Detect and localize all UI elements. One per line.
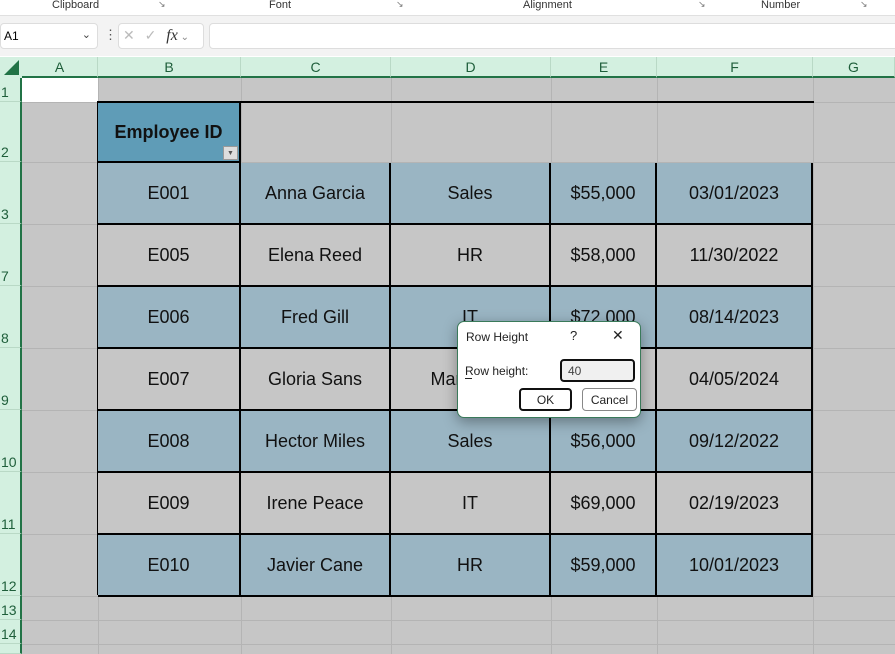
table-cell[interactable]: HR xyxy=(391,535,551,597)
table-cell[interactable]: E005 xyxy=(98,225,241,287)
table-cell[interactable]: 02/19/2023 xyxy=(657,473,813,535)
table-cell[interactable]: Hector Miles xyxy=(241,411,391,473)
more-options-icon[interactable]: ⋮ xyxy=(104,27,117,42)
row-header[interactable]: 14 xyxy=(0,620,22,644)
table-cell[interactable]: $58,000 xyxy=(551,225,657,287)
table-cell[interactable]: Fred Gill xyxy=(241,287,391,349)
table-cell[interactable]: IT xyxy=(391,473,551,535)
close-icon[interactable]: ✕ xyxy=(612,327,624,343)
table-cell[interactable]: Javier Cane xyxy=(241,535,391,597)
gridline xyxy=(22,620,895,621)
dialog-launcher-icon[interactable]: ↘ xyxy=(698,0,706,9)
table-cell[interactable]: E001 xyxy=(98,163,241,225)
employee-table: Employee ID▼Name▼Department▼Salary▼Start… xyxy=(97,101,814,597)
table-cell[interactable]: 10/01/2023 xyxy=(657,535,813,597)
name-box[interactable]: A1 ⌄ xyxy=(0,23,98,49)
table-cell[interactable]: $59,000 xyxy=(551,535,657,597)
table-cell[interactable]: HR xyxy=(391,225,551,287)
select-all-button[interactable] xyxy=(0,57,22,78)
dialog-launcher-icon[interactable]: ↘ xyxy=(396,0,404,9)
header-label: Employee ID xyxy=(114,121,223,142)
ribbon-group-alignment: Alignment xyxy=(523,0,572,11)
column-header-f[interactable]: F xyxy=(657,57,813,78)
table-cell[interactable]: 03/01/2023 xyxy=(657,163,813,225)
cancel-icon[interactable]: ✕ xyxy=(123,27,135,43)
row-height-dialog: Row Height ? ✕ Row height: 40 OK Cancel xyxy=(457,321,641,418)
row-header[interactable] xyxy=(0,644,22,654)
table-cell[interactable]: Gloria Sans xyxy=(241,349,391,411)
row-height-label: Row height: xyxy=(465,364,529,378)
ok-button[interactable]: OK xyxy=(519,388,572,411)
table-cell[interactable]: 08/14/2023 xyxy=(657,287,813,349)
name-box-value: A1 xyxy=(4,29,19,43)
gridline xyxy=(22,162,895,163)
row-header[interactable]: 2 xyxy=(0,102,22,162)
enter-icon[interactable]: ✓ xyxy=(144,27,157,43)
table-cell[interactable]: E007 xyxy=(98,349,241,411)
table-cell[interactable]: 09/12/2022 xyxy=(657,411,813,473)
table-cell[interactable]: E010 xyxy=(98,535,241,597)
row-header[interactable]: 1 xyxy=(0,78,22,102)
column-header-b[interactable]: B xyxy=(98,57,241,78)
ribbon-group-labels: Clipboard ↘ Font ↘ Alignment ↘ Number ↘ xyxy=(0,0,895,16)
help-icon[interactable]: ? xyxy=(570,328,578,343)
row-header[interactable]: 13 xyxy=(0,596,22,620)
active-cell-a1[interactable] xyxy=(22,78,98,102)
row-header[interactable]: 11 xyxy=(0,472,22,534)
formula-bar: A1 ⌄ ⋮ ✕ ✓ fx ⌄ xyxy=(0,16,895,56)
table-cell[interactable]: E009 xyxy=(98,473,241,535)
table-cell[interactable]: E006 xyxy=(98,287,241,349)
ribbon-group-font: Font xyxy=(269,0,292,11)
ribbon-group-clipboard: Clipboard xyxy=(52,0,100,11)
row-header[interactable]: 8 xyxy=(0,286,22,348)
column-header-a[interactable]: A xyxy=(22,57,98,78)
table-cell[interactable]: Anna Garcia xyxy=(241,163,391,225)
column-header-e[interactable]: E xyxy=(551,57,657,78)
gridline xyxy=(813,78,814,654)
table-cell[interactable]: Sales xyxy=(391,163,551,225)
dialog-launcher-icon[interactable]: ↘ xyxy=(158,0,166,9)
accelerator-underline xyxy=(465,378,472,379)
table-cell[interactable]: 11/30/2022 xyxy=(657,225,813,287)
row-header[interactable]: 10 xyxy=(0,410,22,472)
table-cell[interactable]: Elena Reed xyxy=(241,225,391,287)
row-header[interactable]: 12 xyxy=(0,534,22,596)
table-cell[interactable]: $55,000 xyxy=(551,163,657,225)
formula-input[interactable] xyxy=(209,23,895,49)
ribbon-group-number: Number xyxy=(761,0,801,11)
table-cell[interactable]: $56,000 xyxy=(551,411,657,473)
dialog-title: Row Height xyxy=(466,330,529,344)
row-header[interactable]: 3 xyxy=(0,162,22,224)
table-cell[interactable]: $69,000 xyxy=(551,473,657,535)
insert-function-icon[interactable]: fx xyxy=(166,27,178,44)
column-header-c[interactable]: C xyxy=(241,57,391,78)
chevron-down-icon[interactable]: ⌄ xyxy=(81,29,91,41)
gridline xyxy=(22,644,895,645)
dialog-launcher-icon[interactable]: ↘ xyxy=(860,0,868,9)
column-header-d[interactable]: D xyxy=(391,57,551,78)
table-cell[interactable]: E008 xyxy=(98,411,241,473)
row-header[interactable]: 7 xyxy=(0,224,22,286)
row-header[interactable]: 9 xyxy=(0,348,22,410)
table-cell[interactable]: Irene Peace xyxy=(241,473,391,535)
table-header-cell: Employee ID ▼ xyxy=(98,103,241,163)
filter-dropdown-icon[interactable]: ▼ xyxy=(223,146,238,160)
table-cell[interactable]: Sales xyxy=(391,411,551,473)
column-header-g[interactable]: G xyxy=(813,57,895,78)
formula-controls: ✕ ✓ fx ⌄ xyxy=(118,23,204,49)
row-height-input[interactable]: 40 xyxy=(560,359,635,382)
table-cell[interactable]: 04/05/2024 xyxy=(657,349,813,411)
cancel-button[interactable]: Cancel xyxy=(582,388,637,411)
